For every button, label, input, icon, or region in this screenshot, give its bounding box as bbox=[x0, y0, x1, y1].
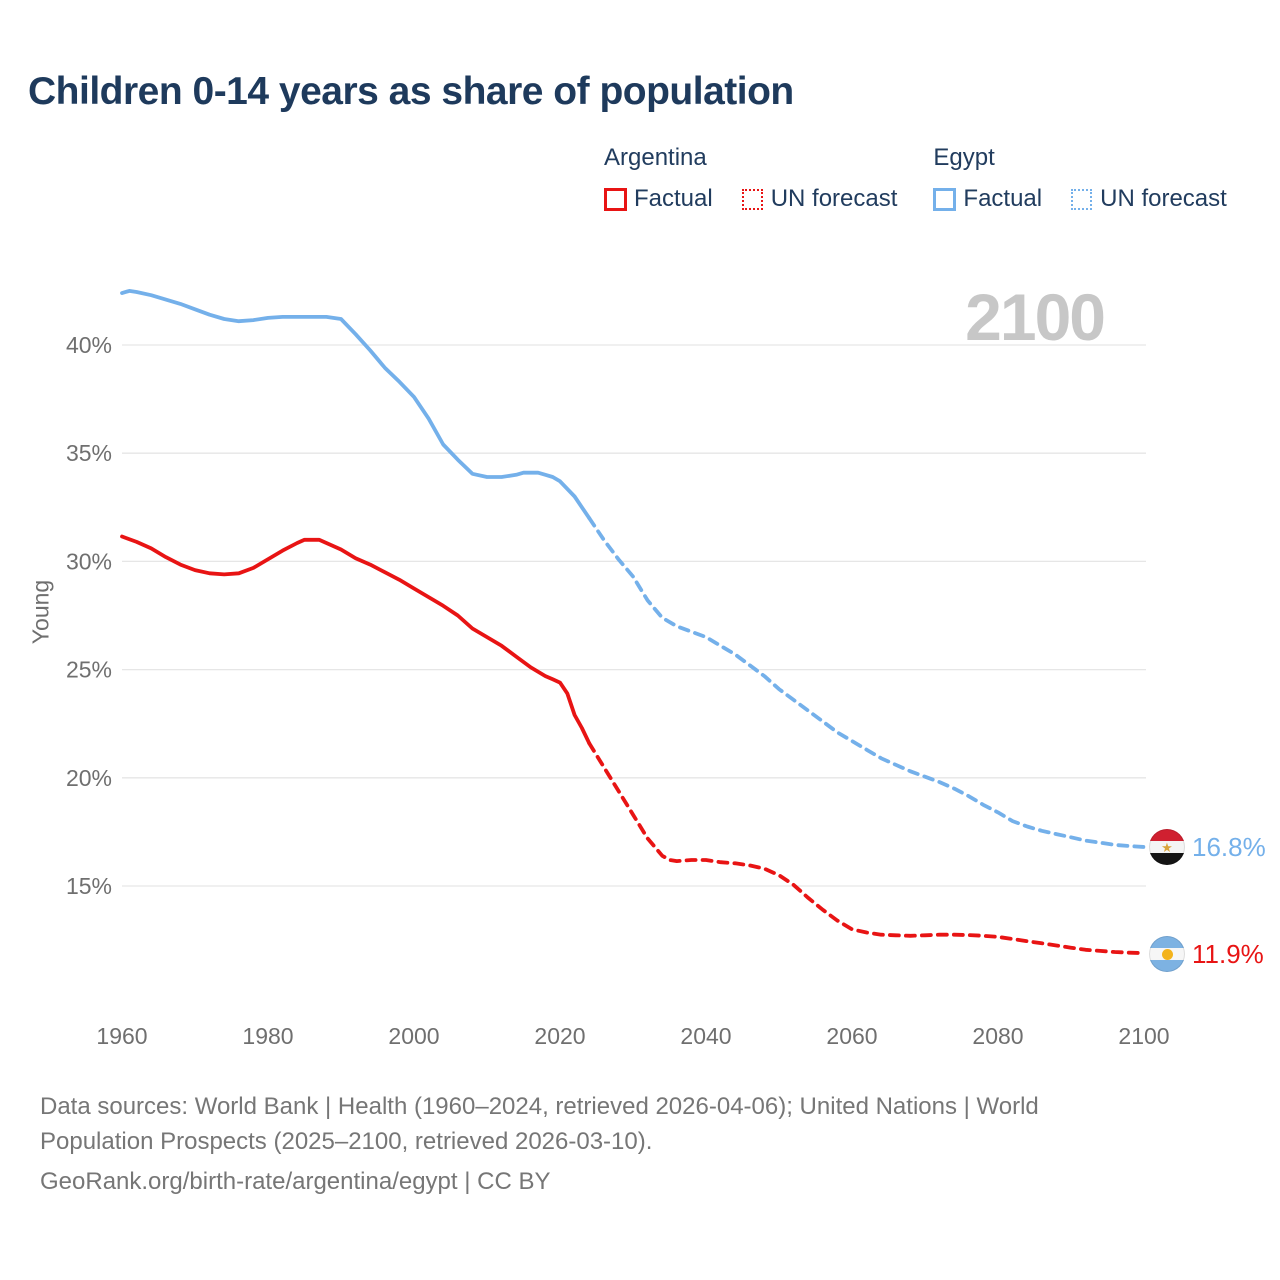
legend-country-argentina: Argentina bbox=[604, 144, 707, 171]
argentina-factual-swatch-icon bbox=[604, 187, 627, 211]
data-sources-line: Population Prospects (2025–2100, retriev… bbox=[40, 1128, 653, 1155]
footer: Data sources: World Bank | Health (1960–… bbox=[40, 1089, 1039, 1199]
y-tick-label: 25% bbox=[66, 657, 112, 683]
egypt-end-value: 16.8% bbox=[1192, 832, 1266, 862]
y-tick-label: 30% bbox=[66, 548, 112, 574]
x-tick-label: 2080 bbox=[972, 1023, 1023, 1049]
data-sources-line: Data sources: World Bank | Health (1960–… bbox=[40, 1093, 1039, 1120]
legend-group-argentina: Argentina Factual UN forecast bbox=[604, 144, 897, 213]
page-title: Children 0-14 years as share of populati… bbox=[28, 70, 794, 113]
y-axis-title: Young bbox=[27, 579, 54, 645]
legend-item-label: Factual bbox=[634, 185, 713, 212]
x-tick-label: 2040 bbox=[680, 1023, 731, 1049]
argentina-end-value: 11.9% bbox=[1192, 939, 1264, 969]
legend-item-argentina-forecast[interactable]: UN forecast bbox=[741, 185, 898, 213]
y-tick-label: 15% bbox=[66, 873, 112, 899]
legend-country-egypt: Egypt bbox=[933, 144, 995, 171]
legend-item-egypt-factual[interactable]: Factual bbox=[933, 185, 1042, 213]
argentina-flag-icon bbox=[1149, 936, 1185, 972]
legend-row-argentina: Factual UN forecast bbox=[604, 185, 897, 213]
legend-row-egypt: Factual UN forecast bbox=[933, 185, 1227, 213]
y-tick-label: 35% bbox=[66, 440, 112, 466]
legend: Argentina Factual UN forecast Egypt Fact… bbox=[604, 144, 1227, 213]
egypt-forecast-line bbox=[587, 516, 1146, 849]
x-tick-label: 2000 bbox=[388, 1023, 439, 1049]
legend-item-label: UN forecast bbox=[1100, 185, 1227, 212]
watermark-year: 2100 bbox=[965, 280, 1106, 354]
argentina-forecast-swatch-icon bbox=[741, 188, 763, 210]
x-tick-label: 2060 bbox=[826, 1023, 877, 1049]
legend-item-label: UN forecast bbox=[770, 185, 898, 212]
argentina-factual-line bbox=[120, 534, 592, 746]
egypt-forecast-swatch-icon bbox=[1071, 188, 1093, 210]
legend-item-label: Factual bbox=[963, 185, 1043, 212]
legend-item-argentina-factual[interactable]: Factual bbox=[604, 185, 713, 213]
legend-item-egypt-forecast[interactable]: UN forecast bbox=[1070, 185, 1227, 213]
legend-group-egypt: Egypt Factual UN forecast bbox=[933, 144, 1227, 213]
x-tick-label: 2020 bbox=[534, 1023, 585, 1049]
y-tick-label: 40% bbox=[66, 332, 112, 358]
y-tick-label: 20% bbox=[66, 765, 112, 791]
attribution-line: GeoRank.org/birth-rate/argentina/egypt |… bbox=[40, 1168, 551, 1195]
egypt-eagle-emblem-icon: ★ bbox=[1161, 839, 1173, 855]
argentina-forecast-line bbox=[587, 741, 1146, 955]
egypt-factual-swatch-icon bbox=[933, 187, 957, 211]
egypt-flag-icon: ★ bbox=[1149, 829, 1185, 865]
egypt-factual-line bbox=[120, 289, 592, 520]
x-tick-label: 1960 bbox=[96, 1023, 147, 1049]
x-tick-label: 1980 bbox=[242, 1023, 293, 1049]
argentina-sun-emblem-icon bbox=[1161, 948, 1173, 960]
x-tick-label: 2100 bbox=[1118, 1023, 1169, 1049]
